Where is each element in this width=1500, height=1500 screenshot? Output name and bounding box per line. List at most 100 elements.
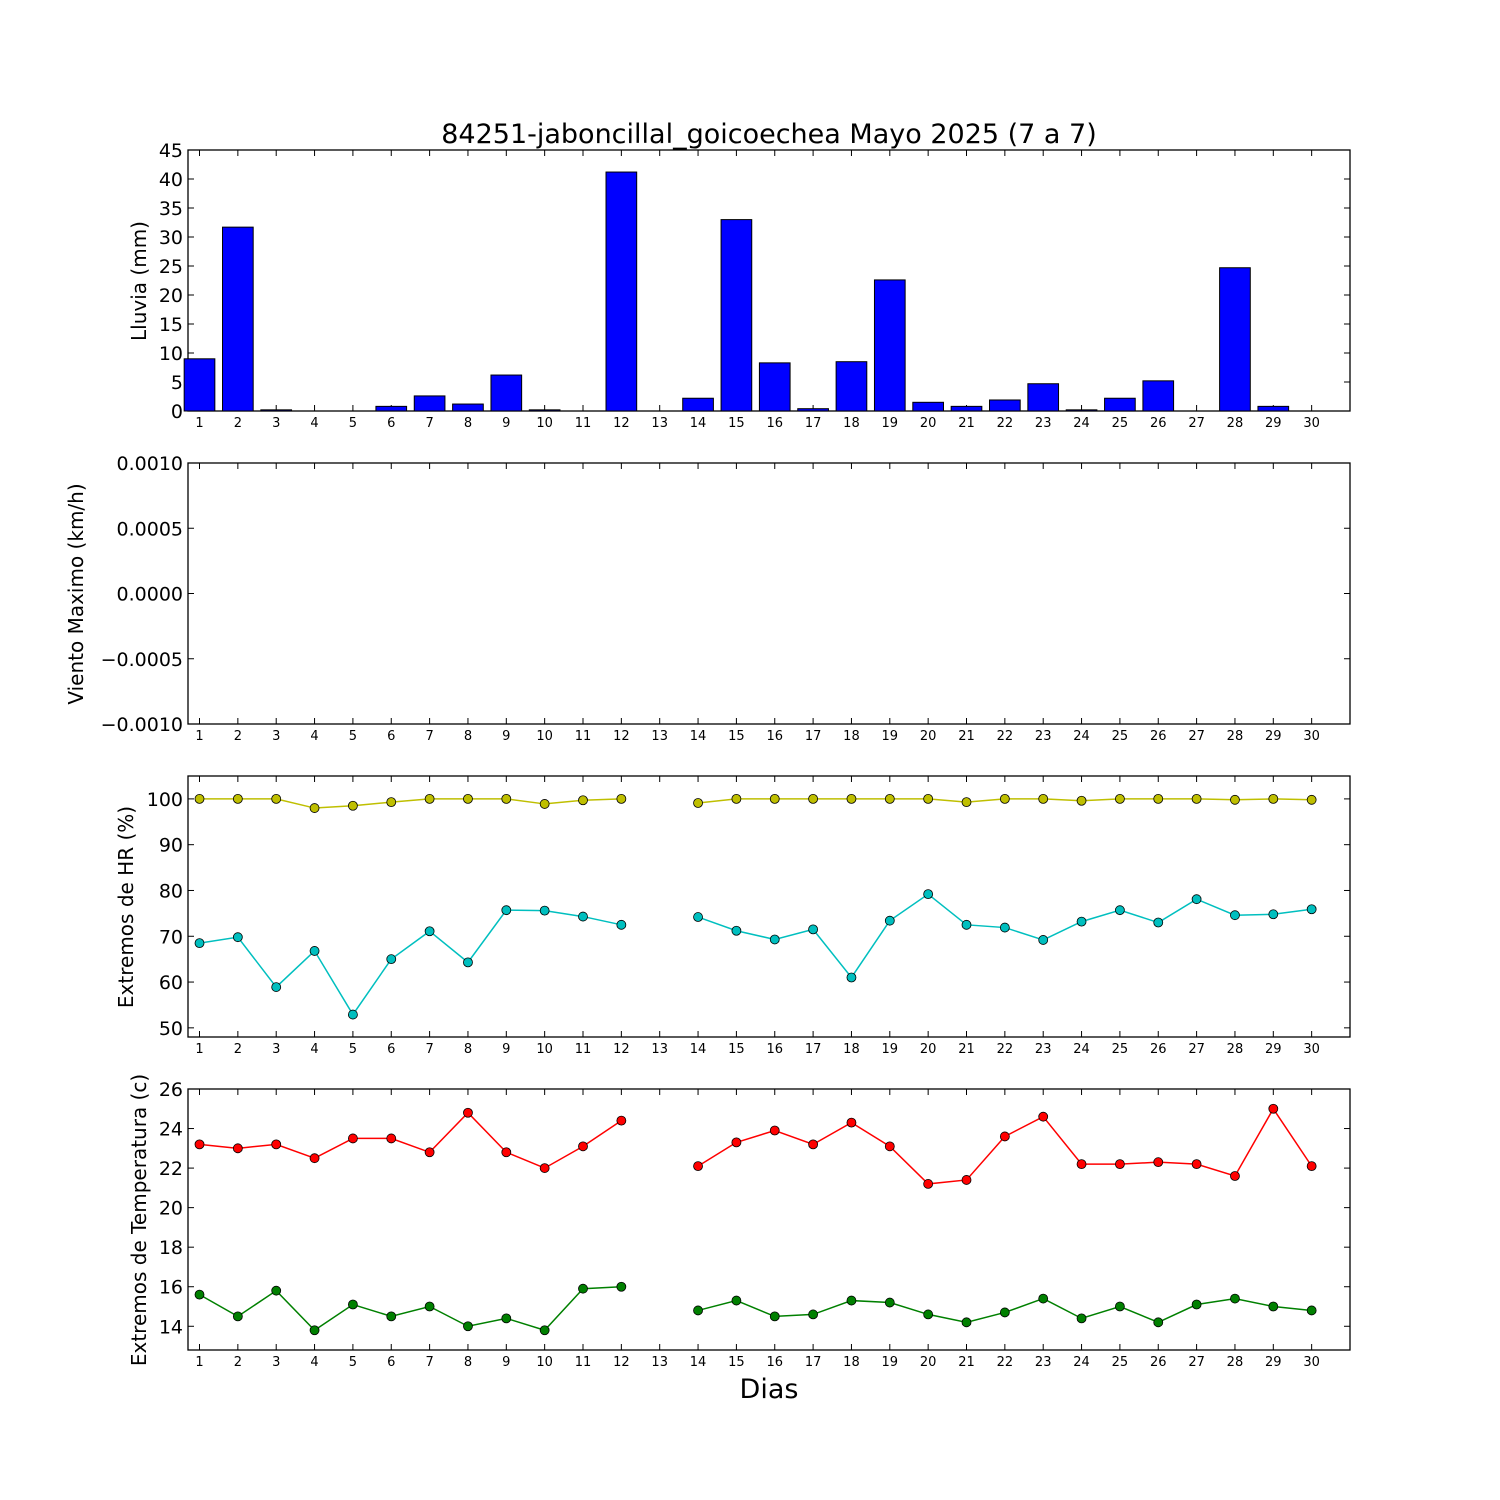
temp-xtick-label: 3 bbox=[272, 1355, 280, 1370]
wind-xtick-label: 18 bbox=[843, 729, 860, 744]
hr-xtick-label: 19 bbox=[882, 1042, 899, 1057]
hr-xtick-label: 8 bbox=[464, 1042, 472, 1057]
rain-bar bbox=[873, 279, 906, 412]
hr-series-point bbox=[884, 915, 895, 926]
temp-series-point bbox=[961, 1317, 972, 1328]
temp-series-point bbox=[424, 1301, 435, 1312]
temp-series-point bbox=[1115, 1301, 1125, 1312]
wind-xtick-label: 6 bbox=[387, 729, 395, 744]
hr-series-point bbox=[1153, 793, 1164, 804]
hr-xtick-label: 28 bbox=[1227, 1042, 1244, 1057]
hr-series-point bbox=[616, 793, 627, 804]
hr-ytick-label: 90 bbox=[159, 835, 183, 857]
temp-series-point bbox=[616, 1115, 627, 1126]
rain-ytick-label: 15 bbox=[159, 314, 183, 336]
temp-ytick-label: 18 bbox=[159, 1237, 183, 1259]
hr-series-point bbox=[808, 793, 819, 804]
temp-series-point bbox=[501, 1313, 512, 1324]
temp-series-point bbox=[1076, 1159, 1087, 1170]
hr-xtick-label: 22 bbox=[997, 1042, 1014, 1057]
temp-series-point bbox=[693, 1161, 703, 1172]
temp-xtick-label: 4 bbox=[310, 1355, 318, 1370]
hr-series-point bbox=[348, 800, 358, 811]
temp-series-point bbox=[1038, 1111, 1049, 1122]
temp-ytick-label: 20 bbox=[159, 1198, 183, 1220]
hr-xtick-label: 12 bbox=[613, 1042, 630, 1057]
rain-ytick-label: 20 bbox=[159, 285, 183, 307]
rain-ytick-label: 5 bbox=[171, 372, 183, 394]
wind-xtick-label: 12 bbox=[613, 729, 630, 744]
temp-series-point bbox=[846, 1295, 857, 1306]
rain-bar bbox=[758, 362, 791, 412]
wind-xtick-label: 23 bbox=[1035, 729, 1052, 744]
temp-series-point bbox=[386, 1311, 397, 1322]
temp-xtick-label: 23 bbox=[1035, 1355, 1052, 1370]
temp-series-point bbox=[348, 1299, 358, 1310]
temp-panel: Extremos de Temperatura (c) bbox=[127, 1074, 151, 1366]
rain-xtick-label: 2 bbox=[234, 416, 242, 431]
temp-series-point bbox=[923, 1309, 934, 1320]
temp-xtick-label: 16 bbox=[766, 1355, 783, 1370]
wind-xtick-label: 19 bbox=[882, 729, 899, 744]
hr-series-point bbox=[1038, 935, 1049, 945]
rain-bar bbox=[797, 408, 829, 412]
hr-series-line bbox=[697, 893, 1312, 979]
hr-series-point bbox=[232, 932, 243, 943]
rain-xtick-label: 12 bbox=[613, 416, 630, 431]
temp-series-point bbox=[769, 1311, 780, 1322]
temp-series-point bbox=[309, 1325, 320, 1336]
temp-series-point bbox=[961, 1175, 972, 1185]
rain-xtick-label: 9 bbox=[502, 416, 510, 431]
rain-bar bbox=[1142, 380, 1175, 412]
hr-xtick-label: 10 bbox=[536, 1042, 553, 1057]
temp-xtick-label: 27 bbox=[1188, 1355, 1205, 1370]
rain-bar bbox=[720, 219, 753, 412]
x-axis-label: Dias bbox=[740, 1374, 799, 1405]
temp-ytick-label: 22 bbox=[159, 1158, 183, 1180]
temp-series-point bbox=[232, 1143, 243, 1154]
rain-bar bbox=[1257, 405, 1290, 412]
temp-series-point bbox=[1191, 1299, 1202, 1310]
wind-xtick-label: 16 bbox=[766, 729, 783, 744]
hr-xtick-label: 3 bbox=[272, 1042, 280, 1057]
temp-xtick-label: 14 bbox=[690, 1355, 707, 1370]
chart-title: 84251-jaboncillal_goicoechea Mayo 2025 (… bbox=[441, 119, 1097, 150]
temp-series-line bbox=[697, 1107, 1313, 1185]
rain-xtick-label: 20 bbox=[920, 416, 937, 431]
temp-xtick-label: 19 bbox=[882, 1355, 899, 1370]
wind-ytick-label: 0.0010 bbox=[117, 453, 183, 475]
hr-series-point bbox=[309, 803, 320, 813]
wind-xtick-label: 27 bbox=[1188, 729, 1205, 744]
hr-series-line bbox=[199, 798, 622, 809]
hr-series-point bbox=[501, 905, 512, 916]
hr-series-point bbox=[961, 797, 972, 807]
wind-xtick-label: 13 bbox=[651, 729, 668, 744]
temp-series-point bbox=[731, 1137, 742, 1148]
temp-series-point bbox=[463, 1107, 473, 1118]
rain-xtick-label: 11 bbox=[575, 416, 592, 431]
wind-ytick-label: −0.0005 bbox=[101, 649, 183, 671]
rain-xtick-label: 24 bbox=[1073, 416, 1090, 431]
wind-ytick-label: 0.0000 bbox=[117, 584, 183, 606]
rain-bar bbox=[528, 409, 561, 412]
temp-series-point bbox=[999, 1131, 1010, 1142]
hr-series-point bbox=[386, 954, 397, 965]
rain-bar bbox=[1104, 397, 1136, 412]
hr-series-point bbox=[1076, 916, 1087, 927]
rain-ytick-label: 0 bbox=[171, 401, 183, 423]
hr-series-point bbox=[501, 793, 512, 804]
rain-bar bbox=[682, 397, 714, 412]
temp-series-point bbox=[923, 1179, 934, 1189]
hr-series-point bbox=[1230, 794, 1240, 805]
hr-axes-frame bbox=[187, 775, 1351, 1038]
rain-xtick-label: 6 bbox=[387, 416, 395, 431]
temp-series-point bbox=[232, 1311, 243, 1322]
temp-xtick-label: 17 bbox=[805, 1355, 822, 1370]
wind-ylabel: Viento Maximo (km/h) bbox=[64, 483, 88, 704]
hr-series-point bbox=[999, 922, 1010, 933]
hr-series-point bbox=[1038, 793, 1049, 804]
rain-xtick-label: 4 bbox=[310, 416, 318, 431]
temp-series-point bbox=[309, 1153, 320, 1164]
hr-ytick-label: 80 bbox=[159, 880, 183, 902]
